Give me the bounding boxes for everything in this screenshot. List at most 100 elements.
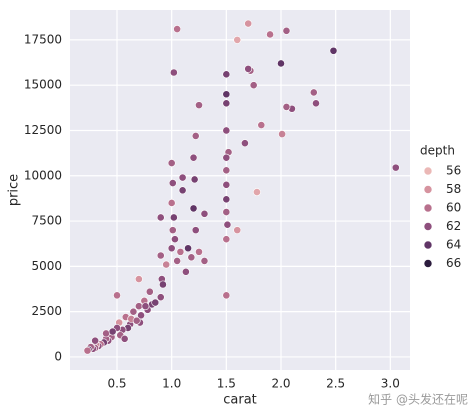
scatter-point xyxy=(151,298,160,307)
x-tick-label: 3.0 xyxy=(381,377,400,391)
scatter-point xyxy=(91,336,100,345)
scatter-point xyxy=(167,199,176,207)
scatter-point xyxy=(222,208,231,216)
scatter-point xyxy=(191,132,200,140)
scatter-point xyxy=(187,253,196,262)
scatter-point xyxy=(312,99,320,108)
legend-marker xyxy=(423,203,433,213)
plot-background xyxy=(70,10,410,370)
scatter-point xyxy=(156,251,165,260)
scatter-point xyxy=(176,247,185,256)
y-tick-label: 10000 xyxy=(24,168,62,182)
scatter-point xyxy=(222,235,231,244)
scatter-point xyxy=(191,226,200,235)
scatter-point xyxy=(309,88,318,97)
scatter-point xyxy=(141,302,150,311)
scatter-point xyxy=(222,153,231,162)
y-tick-label: 15000 xyxy=(24,78,62,92)
scatter-point xyxy=(222,291,231,300)
scatter-point xyxy=(244,19,253,28)
scatter-point xyxy=(171,235,179,244)
scatter-point xyxy=(222,99,231,108)
scatter-point xyxy=(253,188,261,196)
scatter-point xyxy=(173,25,182,33)
scatter-point xyxy=(244,64,253,73)
scatter-point xyxy=(257,121,266,129)
scatter-point xyxy=(189,204,198,213)
scatter-point xyxy=(156,293,165,302)
scatter-point xyxy=(200,209,209,218)
y-tick-label: 7500 xyxy=(31,214,62,228)
scatter-point xyxy=(266,30,274,39)
scatter-point xyxy=(129,307,138,316)
legend-marker xyxy=(423,240,433,250)
x-tick-label: 2.5 xyxy=(326,377,345,391)
legend-label: 58 xyxy=(446,182,461,196)
legend-marker xyxy=(423,259,433,268)
x-tick-label: 2.0 xyxy=(271,377,290,391)
scatter-point xyxy=(222,70,231,79)
scatter-point xyxy=(241,139,249,148)
scatter-point xyxy=(169,213,178,222)
y-axis-title: price xyxy=(7,174,22,206)
scatter-point xyxy=(162,260,171,269)
y-tick-label: 5000 xyxy=(31,259,62,273)
legend-marker xyxy=(423,222,433,231)
legend-label: 62 xyxy=(446,219,461,233)
scatter-point xyxy=(278,130,286,139)
legend-label: 60 xyxy=(446,201,461,215)
scatter-point xyxy=(108,327,117,336)
scatter-point xyxy=(167,244,176,253)
legend-label: 64 xyxy=(446,238,461,252)
scatter-point xyxy=(134,275,143,283)
scatter-point xyxy=(159,280,167,289)
scatter-point xyxy=(195,101,203,110)
scatter-point xyxy=(282,103,291,111)
scatter-point xyxy=(282,26,291,35)
scatter-point xyxy=(168,179,177,187)
x-axis-title: carat xyxy=(223,393,257,408)
y-tick-label: 0 xyxy=(54,349,62,363)
scatter-point xyxy=(391,163,400,172)
scatter-point xyxy=(190,175,199,184)
scatter-point xyxy=(184,244,192,253)
scatter-point xyxy=(222,180,231,189)
scatter-point xyxy=(178,173,187,182)
scatter-point xyxy=(102,329,110,338)
scatter-point xyxy=(178,186,187,195)
scatter-point xyxy=(222,166,231,175)
scatter-point xyxy=(233,35,242,44)
y-tick-label: 12500 xyxy=(24,123,62,137)
scatter-point xyxy=(189,153,198,162)
watermark: 知乎 @头发还在呢 xyxy=(368,392,468,407)
legend-marker xyxy=(423,166,433,176)
scatter-point xyxy=(132,316,141,325)
legend-label: 56 xyxy=(446,164,461,178)
scatter-point xyxy=(329,46,338,55)
scatter-point xyxy=(168,226,177,235)
scatter-point xyxy=(113,291,121,300)
y-tick-label: 17500 xyxy=(24,32,62,46)
scatter-point xyxy=(195,247,203,256)
scatter-point xyxy=(222,195,231,204)
x-tick-label: 1.5 xyxy=(217,377,236,391)
scatter-point xyxy=(277,59,285,68)
scatter-point xyxy=(249,81,258,90)
scatter-point xyxy=(223,220,232,229)
scatter-point xyxy=(156,213,165,222)
scatter-point xyxy=(233,226,242,235)
scatter-point xyxy=(222,126,231,135)
scatter-point xyxy=(145,287,154,296)
scatter-point xyxy=(134,302,143,311)
legend-title: depth xyxy=(420,144,455,158)
legend-marker xyxy=(423,185,433,194)
scatter-point xyxy=(173,257,182,265)
scatter-point xyxy=(181,267,190,276)
x-tick-label: 1.0 xyxy=(162,377,181,391)
y-tick-label: 2500 xyxy=(31,304,62,318)
scatter-point xyxy=(200,257,209,265)
scatter-point xyxy=(120,334,129,343)
scatter-point xyxy=(83,346,92,355)
x-tick-label: 0.5 xyxy=(107,377,126,391)
